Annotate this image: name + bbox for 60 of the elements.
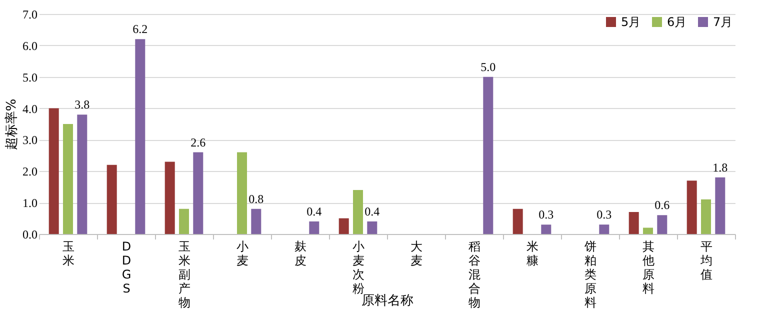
bar (237, 152, 247, 234)
data-label: 2.6 (190, 135, 206, 150)
x-tick-label: 饼粕类原料 (584, 240, 596, 310)
bar (77, 114, 88, 234)
legend-label: 6月 (667, 15, 687, 29)
bar (701, 199, 711, 234)
bar (715, 177, 726, 234)
x-tick-label: 小麦次粉 (352, 240, 364, 296)
data-label: 5.0 (480, 60, 496, 74)
bar (483, 76, 494, 234)
x-tick-label: DDGS (122, 240, 132, 296)
x-tick-label: 麸皮 (294, 240, 306, 268)
bar (643, 228, 653, 234)
y-tick-label: 4.0 (22, 102, 38, 116)
x-tick-label: 其他原料 (642, 240, 654, 296)
x-tick-label: 米糠 (526, 240, 538, 268)
y-tick-label: 3.0 (22, 133, 38, 148)
y-tick-label: 0.0 (22, 228, 38, 242)
data-label: 0.3 (538, 208, 554, 222)
x-tick-label: 大麦 (410, 240, 422, 268)
legend-label: 7月 (713, 15, 733, 29)
bar (338, 218, 349, 234)
data-label: 0.6 (654, 198, 670, 212)
bar (179, 208, 189, 234)
y-tick-label: 5.0 (22, 70, 38, 84)
x-tick-label: 平均值 (700, 240, 712, 282)
bar (657, 215, 668, 234)
data-label: 0.4 (364, 204, 380, 218)
y-axis-title: 超标率% (4, 98, 20, 150)
bar (63, 124, 73, 234)
bar (48, 108, 59, 234)
x-tick-label: 小麦 (236, 240, 248, 268)
bar (599, 224, 610, 234)
bar (367, 221, 378, 234)
x-tick-label: 玉米 (62, 240, 74, 268)
x-tick-label: 玉米副产物 (178, 240, 190, 310)
x-tick-label: 稻谷混合物 (468, 240, 480, 310)
bar (541, 224, 552, 234)
bar (686, 180, 697, 234)
y-tick-label: 6.0 (22, 38, 38, 53)
bar (106, 164, 117, 234)
data-label: 1.8 (712, 160, 728, 174)
bar (628, 212, 639, 234)
bar (512, 208, 523, 234)
y-tick-label: 2.0 (22, 164, 38, 179)
data-label: 6.2 (132, 22, 148, 36)
legend-label: 5月 (621, 15, 641, 29)
bar (164, 162, 175, 234)
data-label: 3.8 (74, 98, 90, 112)
y-tick-label: 7.0 (22, 8, 38, 22)
data-label: 0.8 (248, 192, 264, 206)
data-label: 0.3 (596, 208, 612, 222)
bar (309, 221, 320, 234)
bar (193, 152, 204, 234)
bar (353, 190, 363, 234)
data-label: 0.4 (306, 204, 322, 218)
x-axis-title: 原料名称 (362, 294, 414, 308)
y-tick-label: 1.0 (22, 196, 38, 210)
bar (251, 208, 262, 234)
bar (135, 39, 146, 234)
